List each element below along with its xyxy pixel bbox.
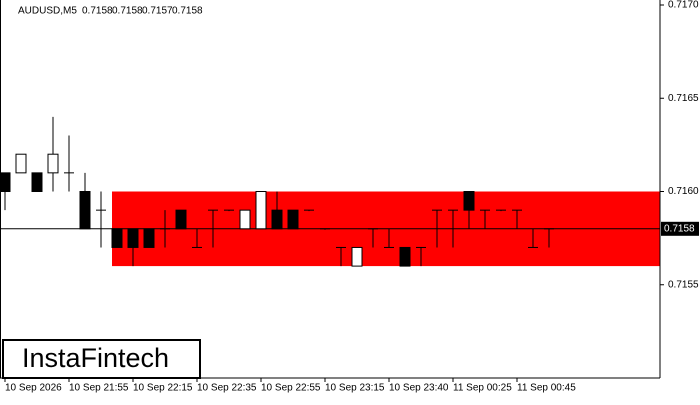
price-label: 0.7158 — [664, 223, 695, 234]
y-tick-label: 0.7160 — [668, 186, 699, 197]
candle-body — [175, 209, 187, 230]
candle-body — [31, 172, 43, 193]
chart-title: AUDUSD,M5 — [18, 6, 77, 17]
candle-body — [239, 209, 251, 230]
y-tick-label: 0.7165 — [668, 93, 699, 104]
price-label-box — [661, 221, 699, 236]
x-tick-label: 10 Sep 2026 — [5, 383, 62, 394]
candle-layer — [0, 116, 554, 267]
candle-body — [255, 191, 267, 230]
header-value: 0.7157 — [142, 6, 173, 17]
x-tick-label: 10 Sep 22:55 — [261, 383, 321, 394]
zone-layer — [0, 191, 660, 267]
candle-body — [47, 153, 59, 174]
candle-body — [463, 191, 475, 211]
candle-body — [287, 209, 299, 230]
x-tick-label: 11 Sep 00:25 — [453, 383, 512, 394]
candle-body — [15, 153, 27, 174]
header-value: 0.7158 — [112, 6, 143, 17]
candle-body — [351, 246, 363, 267]
candle-body — [399, 246, 411, 267]
candle-body — [111, 228, 123, 248]
y-tick-label: 0.7155 — [668, 279, 699, 290]
x-tick-label: 11 Sep 00:45 — [517, 383, 576, 394]
candle-body — [127, 228, 139, 248]
x-tick-label: 10 Sep 22:15 — [133, 383, 193, 394]
candle-body — [0, 172, 11, 193]
x-tick-label: 10 Sep 21:55 — [69, 383, 129, 394]
x-tick-label: 10 Sep 23:15 — [325, 383, 385, 394]
header-value: 0.7158 — [82, 6, 113, 17]
candle-body — [79, 191, 91, 230]
y-tick-label: 0.7170 — [668, 0, 699, 11]
logo-box — [2, 339, 201, 379]
header-value: 0.7158 — [172, 6, 203, 17]
candle-body — [271, 209, 283, 230]
candle-body — [143, 228, 155, 248]
x-tick-label: 10 Sep 23:40 — [389, 383, 449, 394]
x-tick-label: 10 Sep 22:35 — [197, 383, 257, 394]
logo: InstaFintech — [22, 343, 169, 373]
